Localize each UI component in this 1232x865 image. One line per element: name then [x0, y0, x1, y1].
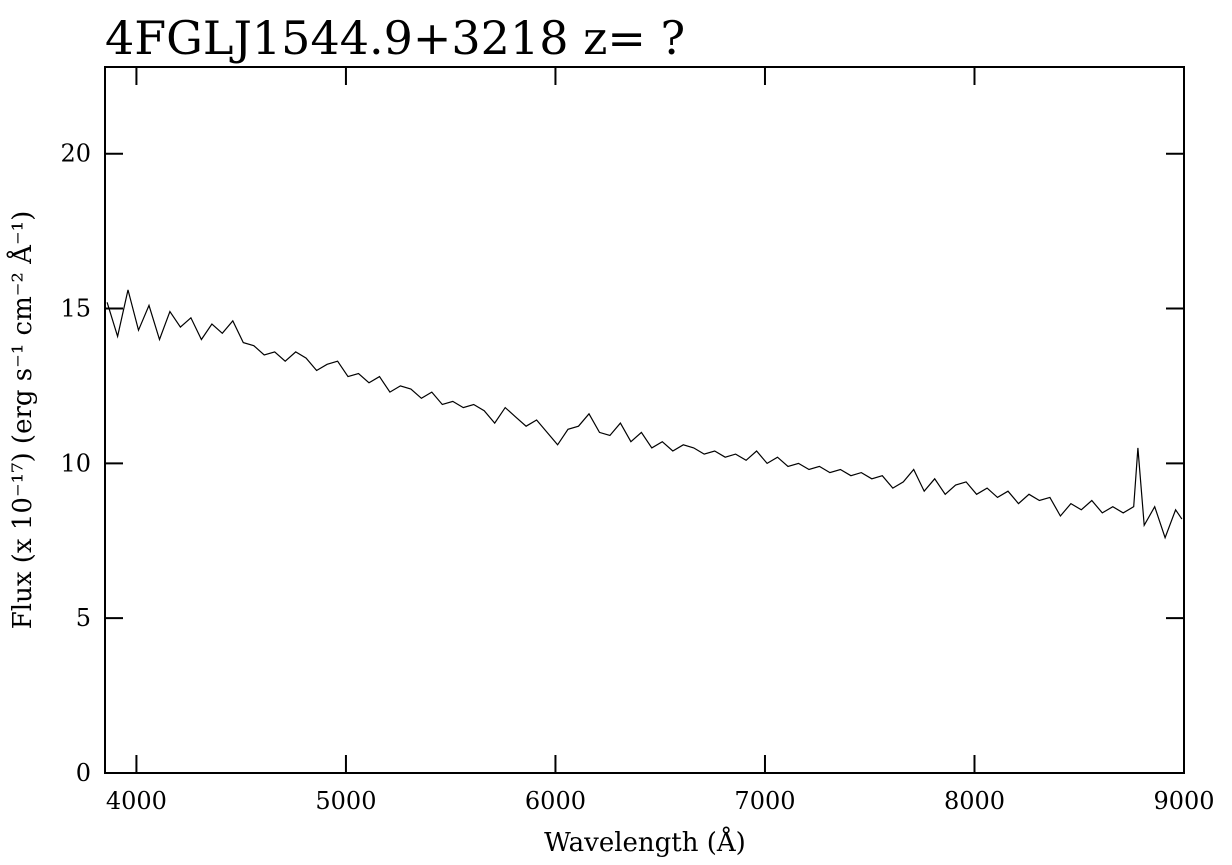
plot-frame: [104, 66, 1185, 774]
x-tick-label: 5000: [315, 787, 376, 815]
y-tick-label: 5: [76, 604, 91, 632]
y-tick-label: 20: [60, 140, 91, 168]
x-tick-label: 7000: [734, 787, 795, 815]
x-axis-label: Wavelength (Å): [544, 826, 746, 858]
x-tick-label: 8000: [944, 787, 1005, 815]
x-tick-label: 4000: [106, 787, 167, 815]
y-tick-label: 10: [60, 449, 91, 477]
chart-title: 4FGLJ1544.9+3218 z= ?: [105, 11, 685, 65]
y-tick-label: 15: [60, 295, 91, 323]
y-axis-label: Flux (x 10⁻¹⁷) (erg s⁻¹ cm⁻² Å⁻¹): [6, 211, 38, 629]
y-tick-label: 0: [76, 759, 91, 787]
x-tick-label: 6000: [525, 787, 586, 815]
x-tick-label: 9000: [1153, 787, 1214, 815]
spectrum-line: [106, 289, 1183, 540]
